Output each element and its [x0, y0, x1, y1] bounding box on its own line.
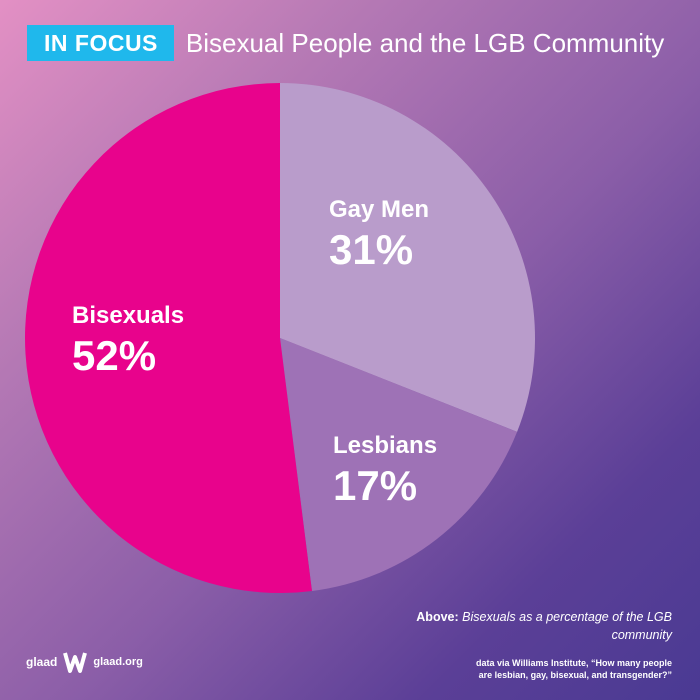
pie-slice-bisexuals [25, 83, 312, 593]
chart-title: Bisexual People and the LGB Community [185, 27, 665, 58]
slice-label-lesbians: Lesbians 17% [333, 432, 437, 510]
source-note: data via Williams Institute, “How many p… [352, 657, 672, 681]
chart-caption: Above: Bisexuals as a percentage of the … [372, 608, 672, 644]
logo-wordmark: glaad [26, 655, 58, 669]
header: IN FOCUS Bisexual People and the LGB Com… [27, 25, 664, 61]
in-focus-badge: IN FOCUS [27, 25, 174, 61]
glaad-logo: glaad glaad.org [26, 649, 143, 675]
pie-slice-lesbians [280, 338, 518, 591]
source-line-1: data via Williams Institute, “How many p… [476, 658, 672, 668]
slice-value-gay-men: 31% [329, 226, 414, 273]
slice-value-lesbians: 17% [333, 462, 418, 509]
slice-name-lesbians: Lesbians [333, 432, 438, 459]
slice-label-bisexuals: Bisexuals 52% [72, 302, 184, 380]
pie-slice-gay-men [280, 83, 535, 432]
caption-text: Bisexuals as a percentage of the LGB com… [462, 610, 672, 642]
logo-url: glaad.org [93, 656, 143, 668]
slice-name-gay-men: Gay Men [329, 196, 430, 223]
slice-name-bisexuals: Bisexuals [72, 302, 185, 329]
caption-lead: Above: [416, 610, 459, 624]
glaad-mark-icon [63, 652, 88, 673]
slice-label-gay-men: Gay Men 31% [329, 196, 429, 274]
slice-value-bisexuals: 52% [72, 332, 157, 379]
source-line-2: are lesbian, gay, bisexual, and transgen… [478, 670, 672, 680]
